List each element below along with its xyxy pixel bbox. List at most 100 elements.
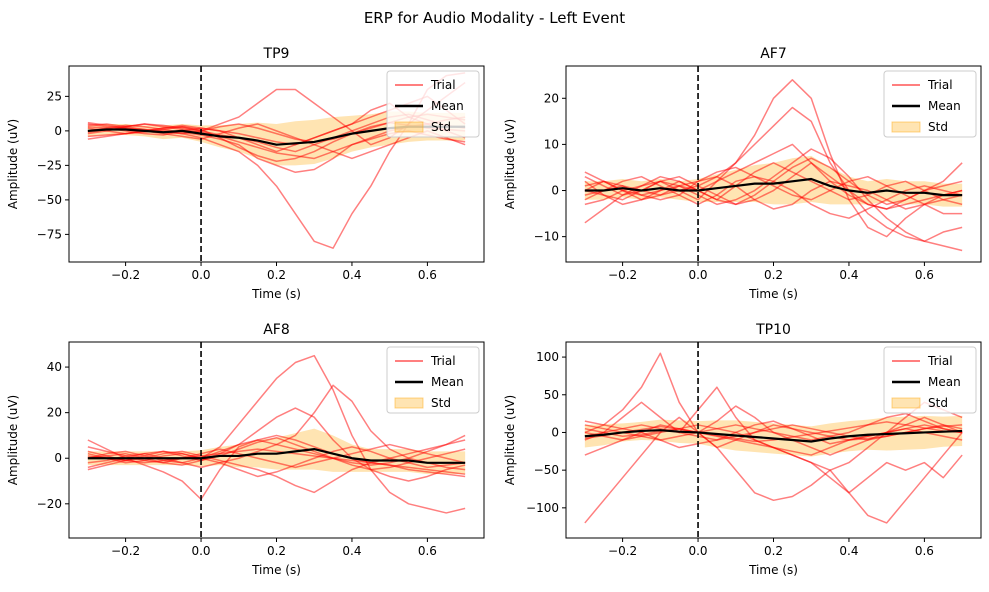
subplot-af7: AF7 Time (s) Amplitude (uV) −0.2 0.0 0.2 0.… — [503, 46, 982, 301]
x-tick-label: 0.4 — [342, 544, 361, 558]
mean-line — [87, 448, 466, 464]
y-tick-label: −75 — [37, 227, 62, 241]
figure-suptitle: ERP for Audio Modality - Left Event — [364, 9, 625, 27]
y-tick-label: −50 — [534, 463, 559, 477]
trial-line-1 — [584, 79, 963, 238]
trial-line-6 — [584, 412, 963, 441]
x-tick-label: 0.6 — [418, 268, 437, 282]
trial-line-10 — [584, 143, 963, 210]
y-axis-label: Amplitude (uV) — [6, 119, 20, 210]
plot-area — [87, 342, 466, 538]
y-tick-label: −100 — [526, 501, 559, 515]
legend-trial-label: Trial — [430, 354, 456, 368]
y-axis-label: Amplitude (uV) — [6, 395, 20, 486]
x-axis-label: Time (s) — [251, 563, 301, 577]
trial-line-5 — [584, 162, 963, 206]
y-tick-label: 0 — [54, 451, 62, 465]
legend: Trial Mean Std — [883, 70, 977, 138]
legend-box — [883, 70, 977, 138]
y-tick-label: 50 — [544, 388, 559, 402]
legend-std-label: Std — [928, 396, 948, 410]
x-tick-label: −0.2 — [608, 544, 637, 558]
trial-line-10 — [584, 421, 963, 443]
subplot-tp9: TP9 Time (s) Amplitude (uV) −0.2 0.0 0.2 0.… — [6, 46, 485, 301]
x-axis-label: Time (s) — [251, 287, 301, 301]
x-tick-label: −0.2 — [111, 268, 140, 282]
x-axis-label: Time (s) — [748, 287, 798, 301]
legend-mean-label: Mean — [928, 375, 961, 389]
mean-line — [584, 429, 963, 443]
x-tick-label: 0.2 — [764, 268, 783, 282]
subplot-af8: AF8 Time (s) Amplitude (uV) −0.2 0.0 0.2 0.… — [6, 322, 485, 577]
x-tick-label: 0.4 — [342, 268, 361, 282]
std-band — [584, 415, 963, 457]
legend-std-swatch — [891, 121, 921, 133]
subplot-title: TP10 — [755, 322, 791, 338]
plot-area — [584, 342, 963, 538]
x-tick-label: 0.2 — [267, 268, 286, 282]
y-axis-label: Amplitude (uV) — [503, 395, 517, 486]
legend-mean-label: Mean — [431, 99, 464, 113]
y-tick-label: 25 — [47, 89, 62, 103]
x-tick-label: −0.2 — [111, 544, 140, 558]
x-tick-label: 0.6 — [915, 268, 934, 282]
legend-trial-label: Trial — [927, 354, 953, 368]
x-tick-label: 0.6 — [915, 544, 934, 558]
y-tick-label: −10 — [534, 230, 559, 244]
legend-std-label: Std — [431, 120, 451, 134]
trial-line-1 — [584, 416, 963, 524]
legend-mean-label: Mean — [928, 99, 961, 113]
x-tick-label: 0.2 — [764, 544, 783, 558]
x-tick-label: 0.0 — [191, 544, 210, 558]
legend-std-swatch — [394, 121, 424, 133]
legend-std-label: Std — [928, 120, 948, 134]
x-tick-label: 0.0 — [688, 544, 707, 558]
x-tick-label: 0.4 — [839, 268, 858, 282]
y-tick-label: 0 — [551, 425, 559, 439]
legend: Trial Mean Std — [386, 346, 480, 414]
y-tick-label: −25 — [37, 158, 62, 172]
y-tick-label: 10 — [544, 137, 559, 151]
legend-trial-label: Trial — [927, 78, 953, 92]
trial-line-7 — [87, 443, 466, 469]
trial-line-8 — [584, 157, 963, 206]
legend-box — [883, 346, 977, 414]
x-axis-label: Time (s) — [748, 563, 798, 577]
legend-std-swatch — [891, 397, 921, 409]
trial-line-3 — [87, 407, 466, 482]
x-tick-label: 0.6 — [418, 544, 437, 558]
subplot-tp10: TP10 Time (s) Amplitude (uV) −0.2 0.0 0.2 0… — [503, 322, 982, 577]
y-tick-label: 100 — [536, 350, 559, 364]
x-tick-label: −0.2 — [608, 268, 637, 282]
x-tick-label: 0.0 — [191, 268, 210, 282]
trial-line-10 — [87, 436, 466, 471]
y-tick-label: 0 — [551, 184, 559, 198]
legend-trial-label: Trial — [430, 78, 456, 92]
legend-box — [386, 346, 480, 414]
legend-mean-label: Mean — [431, 375, 464, 389]
y-tick-label: 40 — [47, 360, 62, 374]
y-tick-label: 20 — [544, 91, 559, 105]
y-tick-label: −20 — [37, 497, 62, 511]
trial-line-2 — [584, 106, 963, 242]
legend-box — [386, 70, 480, 138]
y-tick-label: −50 — [37, 193, 62, 207]
subplot-title: AF8 — [263, 322, 290, 338]
x-tick-label: 0.2 — [267, 544, 286, 558]
trial-line-9 — [584, 148, 963, 252]
legend-std-label: Std — [431, 396, 451, 410]
mean-line — [584, 177, 963, 197]
legend: Trial Mean Std — [386, 70, 480, 138]
legend: Trial Mean Std — [883, 346, 977, 414]
subplot-title: AF7 — [760, 46, 787, 62]
trial-line-9 — [584, 420, 963, 449]
y-tick-label: 20 — [47, 406, 62, 420]
y-axis-label: Amplitude (uV) — [503, 119, 517, 210]
x-tick-label: 0.0 — [688, 268, 707, 282]
legend-std-swatch — [394, 397, 424, 409]
x-tick-label: 0.4 — [839, 544, 858, 558]
subplot-title: TP9 — [263, 46, 290, 62]
plot-area — [87, 66, 466, 262]
y-tick-label: 0 — [54, 124, 62, 138]
